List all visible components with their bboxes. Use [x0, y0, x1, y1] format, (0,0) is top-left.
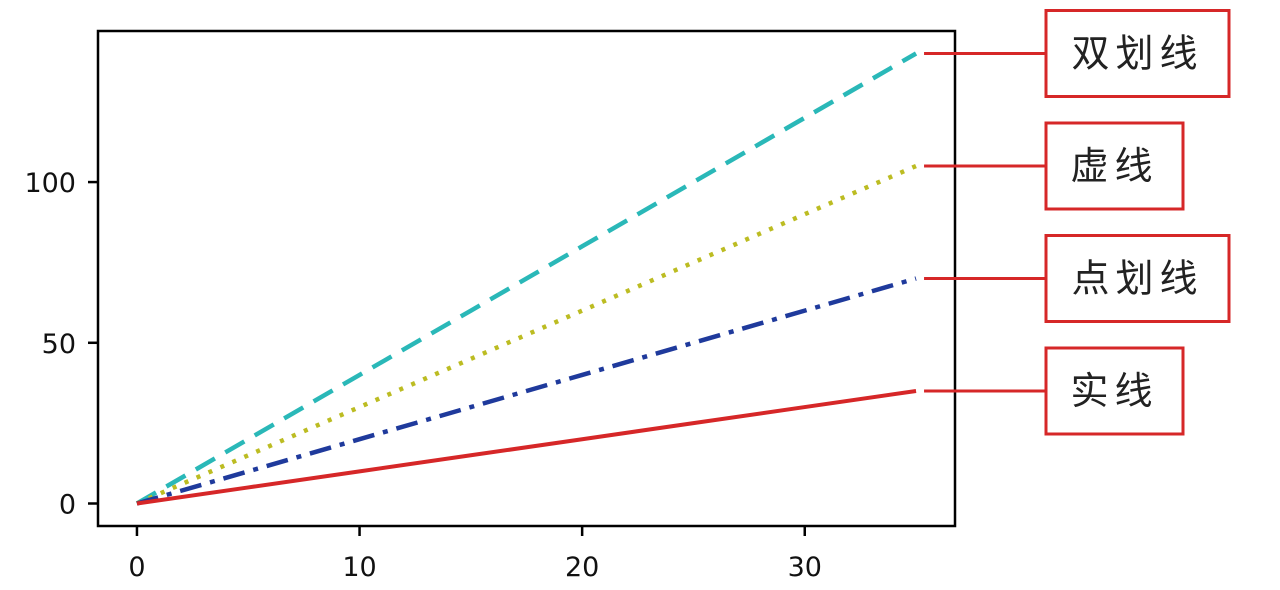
x-tick-label: 20 — [565, 552, 599, 583]
callout-box — [1044, 234, 1231, 323]
x-tick-label: 30 — [788, 552, 822, 583]
x-tick-label: 10 — [342, 552, 376, 583]
y-tick-label: 100 — [24, 168, 76, 199]
y-tick-label: 50 — [42, 329, 76, 360]
series-label: 双划线 — [1071, 32, 1203, 76]
series-line-3 — [136, 389, 917, 506]
series-line-0 — [135, 51, 918, 506]
series-line-1 — [136, 163, 917, 506]
y-tick-label: 0 — [59, 490, 76, 521]
x-tick-label: 0 — [128, 552, 145, 583]
series-layer — [135, 51, 918, 506]
axis-layer: 0 10 20 30 0 50 100 — [24, 168, 821, 583]
callout-box — [1044, 9, 1231, 98]
series-label: 点划线 — [1071, 257, 1203, 301]
series-label: 实线 — [1070, 369, 1158, 413]
callout-box — [1044, 121, 1185, 211]
series-line-2 — [136, 276, 917, 506]
callout-box — [1044, 346, 1185, 436]
series-label: 虚线 — [1070, 144, 1158, 188]
